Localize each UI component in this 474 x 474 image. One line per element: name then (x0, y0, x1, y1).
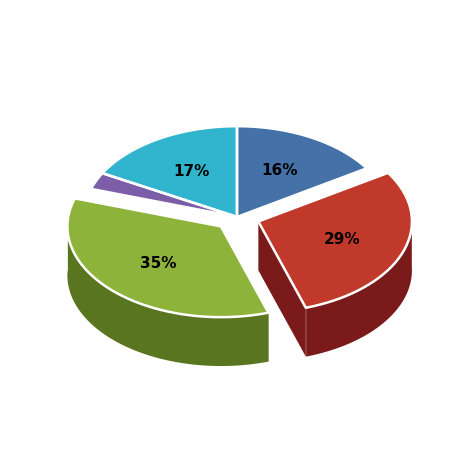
Text: 17%: 17% (173, 164, 210, 179)
Polygon shape (67, 198, 268, 317)
Polygon shape (258, 173, 412, 308)
Text: 29%: 29% (324, 232, 360, 247)
Polygon shape (102, 126, 237, 217)
Polygon shape (221, 227, 268, 362)
Polygon shape (67, 222, 268, 366)
Polygon shape (237, 126, 367, 217)
Text: 35%: 35% (140, 256, 176, 271)
Text: 16%: 16% (262, 164, 298, 178)
Polygon shape (258, 221, 306, 356)
Polygon shape (91, 173, 237, 217)
Polygon shape (306, 218, 412, 356)
